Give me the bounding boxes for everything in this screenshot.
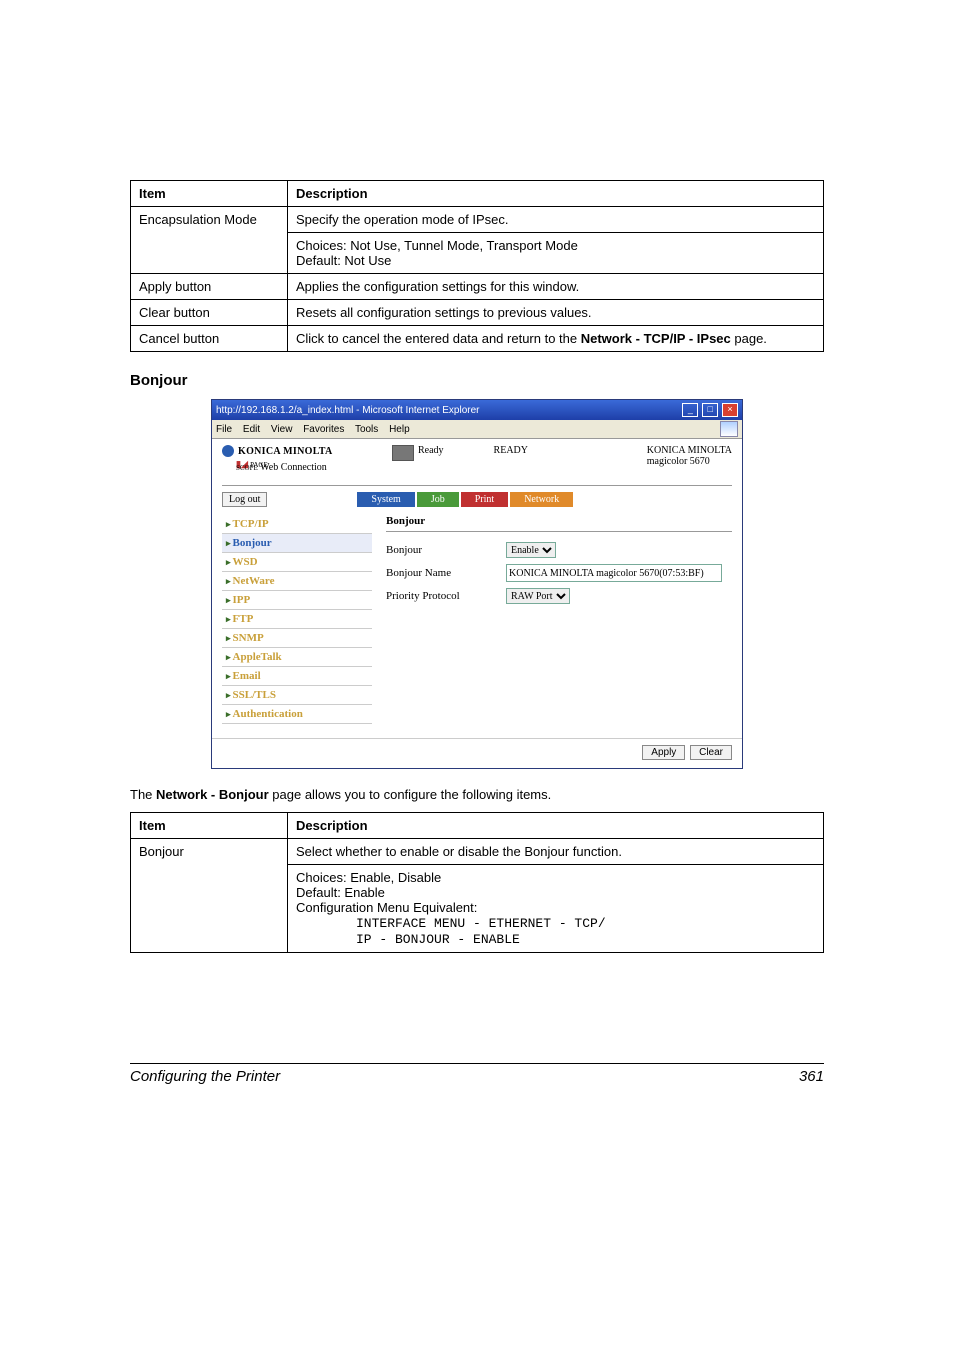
td-desc: Click to cancel the entered data and ret… [288,326,824,352]
browser-window: http://192.168.1.2/a_index.html - Micros… [211,399,743,769]
km-header: KONICA MINOLTA ▮◢ PAGE SCOPE Web Connect… [212,439,742,483]
clear-button[interactable]: Clear [690,745,732,760]
logout-button[interactable]: Log out [222,492,267,507]
td-desc: Select whether to enable or disable the … [288,839,824,865]
td-desc: Resets all configuration settings to pre… [288,300,824,326]
ipsec-table: Item Description Encapsulation Mode Spec… [130,180,824,352]
sidebar-item-netware[interactable]: ▸NetWare [222,572,372,591]
td-desc: Choices: Not Use, Tunnel Mode, Transport… [288,233,824,274]
th-item: Item [131,813,288,839]
footer-page-number: 361 [799,1068,824,1085]
td-item: Cancel button [131,326,288,352]
km-sub: Web Connection [260,462,327,473]
menu-help[interactable]: Help [389,424,410,435]
tab-system[interactable]: System [357,492,414,507]
body-text: The Network - Bonjour page allows you to… [130,787,824,802]
menu-favorites[interactable]: Favorites [303,424,344,435]
tab-print[interactable]: Print [461,492,508,507]
window-controls: _ □ × [681,403,738,417]
td-item: Apply button [131,274,288,300]
th-item: Item [131,181,288,207]
th-desc: Description [288,181,824,207]
printer-icon [392,445,414,461]
menu-file[interactable]: File [216,424,232,435]
tabs: System Job Print Network [357,492,575,507]
page-footer: Configuring the Printer 361 [130,1063,824,1085]
km-brand: KONICA MINOLTA [238,446,333,457]
sidebar-item-tcpip[interactable]: ▸TCP/IP [222,515,372,534]
maximize-icon[interactable]: □ [702,403,718,417]
apply-button[interactable]: Apply [642,745,685,760]
sidebar-item-snmp[interactable]: ▸SNMP [222,629,372,648]
titlebar: http://192.168.1.2/a_index.html - Micros… [212,400,742,420]
content-title: Bonjour [386,515,732,532]
window-title: http://192.168.1.2/a_index.html - Micros… [216,405,479,416]
menubar: File Edit View Favorites Tools Help [212,420,742,439]
sidebar-item-authentication[interactable]: ▸Authentication [222,705,372,724]
menu-tools[interactable]: Tools [355,424,378,435]
bonjour-select[interactable]: Enable [506,542,556,558]
sidebar-item-ipp[interactable]: ▸IPP [222,591,372,610]
form-label-bonjour-name: Bonjour Name [386,567,506,579]
th-desc: Description [288,813,824,839]
sidebar: ▸TCP/IP ▸Bonjour ▸WSD ▸NetWare ▸IPP ▸FTP… [222,515,372,730]
bonjour-table: Item Description Bonjour Select whether … [130,812,824,953]
km-logo-icon [222,445,234,457]
status-label: Ready [418,445,444,456]
sidebar-item-ssltls[interactable]: ▸SSL/TLS [222,686,372,705]
close-icon[interactable]: × [722,403,738,417]
form-label-bonjour: Bonjour [386,544,506,556]
priority-protocol-select[interactable]: RAW Port [506,588,570,604]
bonjour-name-input[interactable] [506,564,722,582]
footer-title: Configuring the Printer [130,1068,280,1085]
form-label-priority: Priority Protocol [386,590,506,602]
sidebar-item-email[interactable]: ▸Email [222,667,372,686]
menu-view[interactable]: View [271,424,293,435]
sidebar-item-ftp[interactable]: ▸FTP [222,610,372,629]
menu-edit[interactable]: Edit [243,424,260,435]
td-desc: Choices: Enable, Disable Default: Enable… [288,865,824,953]
content-panel: Bonjour Bonjour Enable Bonjour Name Prio… [372,515,732,730]
sidebar-item-wsd[interactable]: ▸WSD [222,553,372,572]
section-heading: Bonjour [130,372,824,389]
status-value: READY [494,445,528,456]
tab-job[interactable]: Job [417,492,459,507]
divider [222,485,732,486]
td-item: Encapsulation Mode [131,207,288,274]
td-item: Clear button [131,300,288,326]
td-desc: Applies the configuration settings for t… [288,274,824,300]
form-buttons: Apply Clear [212,738,742,768]
td-desc: Specify the operation mode of IPsec. [288,207,824,233]
model-brand: KONICA MINOLTA [647,445,732,456]
sidebar-item-appletalk[interactable]: ▸AppleTalk [222,648,372,667]
minimize-icon[interactable]: _ [682,403,698,417]
throbber-icon [720,421,738,437]
td-item: Bonjour [131,839,288,953]
tab-network[interactable]: Network [510,492,573,507]
model-name: magicolor 5670 [647,456,732,467]
sidebar-item-bonjour[interactable]: ▸Bonjour [222,534,372,553]
